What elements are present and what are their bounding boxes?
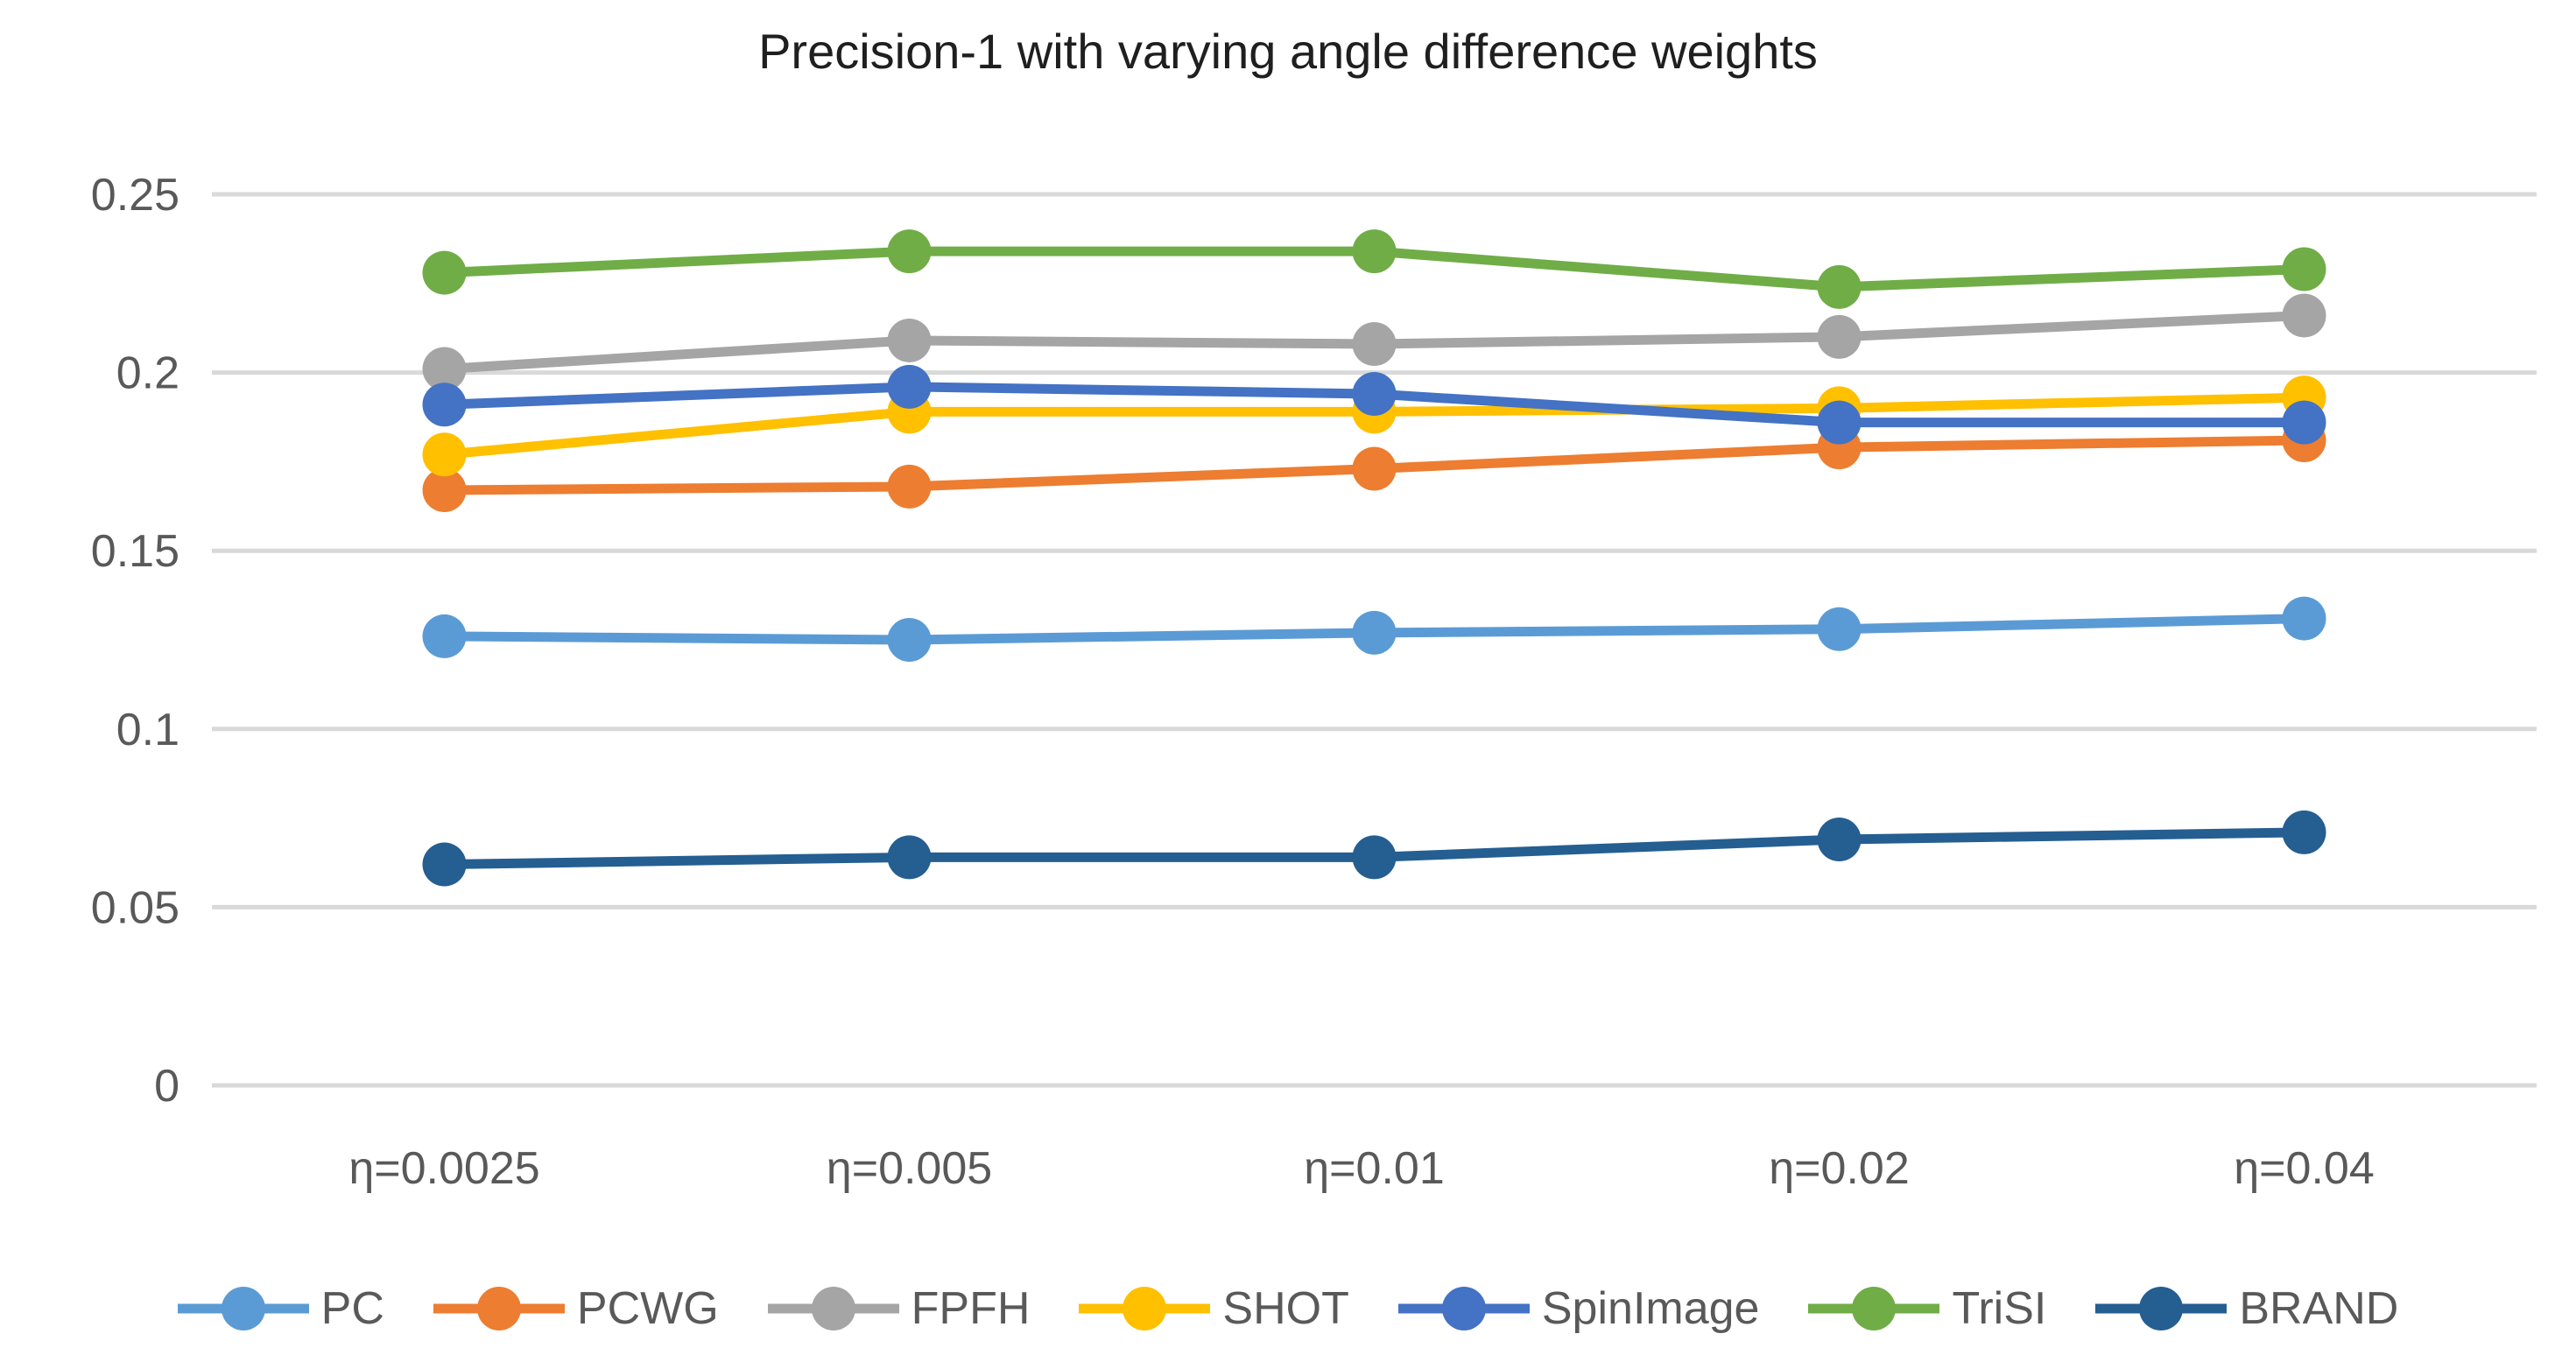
series-layer [422, 229, 2326, 887]
data-point-TriSI [1817, 264, 1862, 309]
chart-legend: PC PCWG FPFH SHOT SpinImage TriSI BRAND [0, 1274, 2576, 1344]
data-point-SHOT [422, 432, 467, 477]
data-point-FPFH [2282, 293, 2326, 338]
legend-label: PCWG [576, 1283, 719, 1334]
data-point-PC [887, 618, 932, 662]
data-point-SpinImage [1817, 400, 1862, 445]
data-point-FPFH [422, 347, 467, 391]
legend-circle [1441, 1287, 1486, 1330]
y-tick-label: 0.2 [116, 348, 179, 399]
chart-title: Precision-1 with varying angle differenc… [758, 24, 1818, 79]
legend-circle [221, 1287, 265, 1330]
data-point-SpinImage [422, 383, 467, 427]
legend-item-BRAND: BRAND [2095, 1284, 2398, 1333]
data-point-PC [2282, 596, 2326, 641]
data-point-PCWG [887, 464, 932, 509]
data-point-TriSI [1352, 229, 1397, 274]
y-tick-label: 0 [154, 1061, 179, 1112]
legend-circle [2139, 1287, 2184, 1330]
y-tick-label: 0.15 [91, 526, 179, 577]
legend-marker-TriSI [1808, 1287, 1940, 1330]
legend-label: SpinImage [1541, 1283, 1760, 1334]
data-point-BRAND [422, 842, 467, 887]
y-axis-tick-labels: 0 0.05 0.1 0.15 0.2 0.25 [91, 170, 179, 1112]
data-point-TriSI [2282, 247, 2326, 291]
legend-marker-PC [177, 1287, 309, 1330]
legend-item-FPFH: FPFH [767, 1283, 1031, 1334]
legend-marker-PCWG [433, 1287, 565, 1330]
legend-item-TriSI: TriSI [1808, 1284, 2046, 1333]
legend-circle [1123, 1287, 1167, 1330]
legend-label: SHOT [1222, 1283, 1349, 1334]
legend-label: BRAND [2239, 1283, 2399, 1334]
legend-item-PCWG: PCWG [433, 1284, 719, 1333]
x-tick-label: η=0.0025 [348, 1143, 539, 1194]
y-tick-label: 0.1 [116, 705, 179, 755]
data-point-SpinImage [1352, 372, 1397, 417]
data-point-TriSI [887, 229, 932, 274]
legend-marker-SHOT [1079, 1287, 1211, 1330]
data-point-BRAND [1817, 818, 1862, 862]
legend-marker-SpinImage [1397, 1287, 1530, 1330]
legend-item-SpinImage: SpinImage [1397, 1283, 1760, 1334]
data-point-PC [422, 614, 467, 658]
x-tick-label: η=0.04 [2234, 1143, 2375, 1194]
y-tick-label: 0.05 [91, 882, 179, 933]
legend-marker-BRAND [2095, 1287, 2228, 1330]
legend-label: FPFH [911, 1283, 1031, 1334]
legend-circle [811, 1287, 855, 1330]
x-tick-label: η=0.01 [1304, 1143, 1445, 1194]
data-point-BRAND [2282, 810, 2326, 854]
legend-circle [1852, 1287, 1897, 1330]
data-point-SpinImage [2282, 400, 2326, 445]
data-point-PC [1817, 607, 1862, 651]
data-point-TriSI [422, 250, 467, 295]
legend-item-PC: PC [177, 1283, 384, 1334]
legend-item-SHOT: SHOT [1079, 1283, 1349, 1334]
data-point-FPFH [887, 318, 932, 362]
x-tick-label: η=0.005 [827, 1143, 992, 1194]
x-axis-category-labels: η=0.0025 η=0.005 η=0.01 η=0.02 η=0.04 [348, 1143, 2374, 1194]
legend-label: PC [320, 1283, 384, 1334]
x-tick-label: η=0.02 [1769, 1143, 1910, 1194]
data-point-SpinImage [887, 364, 932, 409]
data-point-BRAND [887, 835, 932, 880]
data-point-BRAND [1352, 835, 1397, 880]
legend-circle [476, 1287, 521, 1330]
data-point-PCWG [1352, 446, 1397, 491]
data-point-PC [1352, 610, 1397, 655]
legend-marker-FPFH [767, 1287, 899, 1330]
legend-label: TriSI [1952, 1283, 2047, 1334]
y-tick-label: 0.25 [91, 170, 179, 221]
data-point-PCWG [422, 467, 467, 512]
data-point-FPFH [1352, 322, 1397, 367]
data-point-FPFH [1817, 314, 1862, 359]
